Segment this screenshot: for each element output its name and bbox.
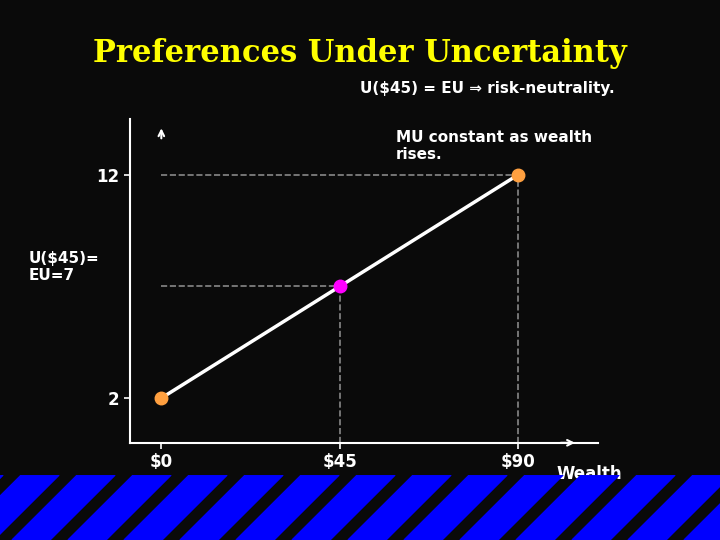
Polygon shape <box>404 475 507 540</box>
Polygon shape <box>0 475 59 540</box>
Polygon shape <box>572 475 675 540</box>
Polygon shape <box>0 475 3 540</box>
Polygon shape <box>236 475 339 540</box>
Polygon shape <box>124 475 227 540</box>
Text: U($45)=
EU=7: U($45)= EU=7 <box>29 251 99 284</box>
Polygon shape <box>12 475 115 540</box>
Polygon shape <box>628 475 720 540</box>
Polygon shape <box>460 475 563 540</box>
Polygon shape <box>180 475 283 540</box>
Text: U($45) = EU ⇒ risk-neutrality.: U($45) = EU ⇒ risk-neutrality. <box>360 81 615 96</box>
Polygon shape <box>292 475 395 540</box>
Polygon shape <box>684 475 720 540</box>
Text: Wealth: Wealth <box>557 465 623 483</box>
Text: Preferences Under Uncertainty: Preferences Under Uncertainty <box>93 38 627 69</box>
Polygon shape <box>68 475 171 540</box>
Text: MU constant as wealth
rises.: MU constant as wealth rises. <box>396 130 592 162</box>
Polygon shape <box>348 475 451 540</box>
Polygon shape <box>516 475 619 540</box>
